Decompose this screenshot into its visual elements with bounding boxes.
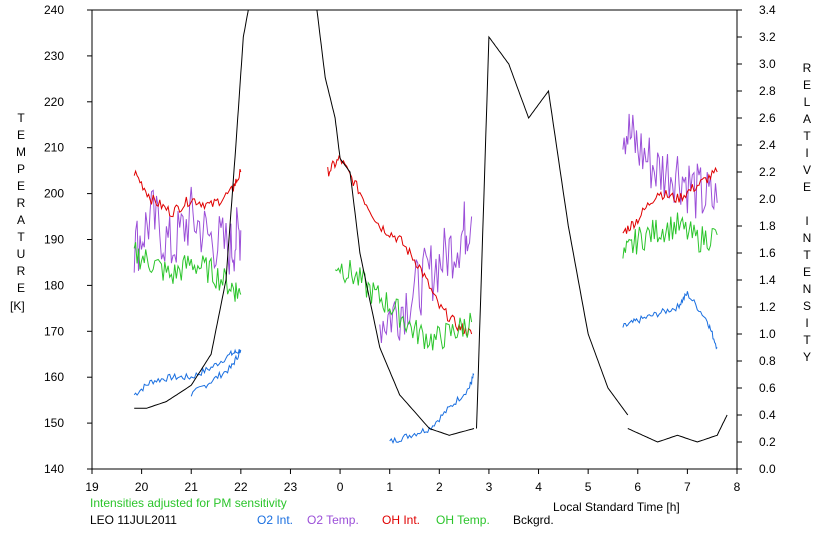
series-line bbox=[476, 35, 629, 429]
y-left-tick-label: 220 bbox=[44, 95, 64, 109]
y-left-tick-label: 160 bbox=[44, 370, 64, 384]
y-right-tick-label: 1.0 bbox=[759, 327, 776, 341]
y-left-tick-label: 240 bbox=[44, 3, 64, 17]
x-tick-label: 5 bbox=[585, 480, 592, 494]
y-left-tick-label: 200 bbox=[44, 187, 64, 201]
y-right-tick-label: 2.2 bbox=[759, 165, 776, 179]
plot-frame bbox=[91, 9, 738, 470]
series-line bbox=[622, 212, 718, 259]
y-left-tick-label: 170 bbox=[44, 324, 64, 338]
series-line bbox=[327, 155, 473, 337]
y-right-tick-label: 0.0 bbox=[759, 462, 776, 476]
series-line bbox=[133, 348, 242, 396]
x-tick-label: 1 bbox=[386, 480, 393, 494]
x-tick-label: 22 bbox=[234, 480, 248, 494]
y-left-tick-label: 150 bbox=[44, 416, 64, 430]
series-line bbox=[622, 113, 718, 219]
y-right-tick-label: 3.2 bbox=[759, 30, 776, 44]
x-tick-label: 0 bbox=[337, 480, 344, 494]
y-right-tick-label: 1.6 bbox=[759, 246, 776, 260]
station-date-label: LEO 11JUL2011 bbox=[90, 513, 177, 527]
legend-item: OH Int. bbox=[382, 513, 421, 527]
y-right-tick-label: 3.0 bbox=[759, 57, 776, 71]
sensitivity-note: Intensities adjusted for PM sensitivity bbox=[90, 496, 287, 510]
x-tick-label: 4 bbox=[535, 480, 542, 494]
y-right-tick-label: 0.6 bbox=[759, 381, 776, 395]
series-line bbox=[133, 242, 242, 302]
x-axis-label: Local Standard Time [h] bbox=[553, 500, 680, 514]
series-line bbox=[316, 10, 475, 436]
legend-item: O2 Temp. bbox=[307, 513, 359, 527]
series-line bbox=[627, 414, 728, 443]
y-right-tick-label: 2.8 bbox=[759, 84, 776, 98]
series-line bbox=[133, 186, 242, 275]
x-tick-label: 8 bbox=[734, 480, 741, 494]
y-left-tick-label: 190 bbox=[44, 233, 64, 247]
legend-item: O2 Int. bbox=[257, 513, 294, 527]
y-right-tick-label: 3.4 bbox=[759, 3, 776, 17]
y-right-tick-label: 0.4 bbox=[759, 408, 776, 422]
y-right-tick-label: 1.2 bbox=[759, 300, 776, 314]
y-right-tick-label: 0.8 bbox=[759, 354, 776, 368]
y-left-tick-label: 230 bbox=[44, 49, 64, 63]
y-right-tick-label: 2.4 bbox=[759, 138, 776, 152]
x-tick-label: 6 bbox=[634, 480, 641, 494]
x-tick-label: 21 bbox=[185, 480, 199, 494]
y-left-axis-unit: [K] bbox=[10, 299, 25, 313]
series-line bbox=[334, 260, 473, 351]
y-right-tick-label: 1.4 bbox=[759, 273, 776, 287]
series-line bbox=[622, 166, 718, 234]
y-left-tick-label: 210 bbox=[44, 141, 64, 155]
y-right-tick-label: 0.2 bbox=[759, 435, 776, 449]
x-tick-label: 23 bbox=[284, 480, 298, 494]
y-right-tick-label: 1.8 bbox=[759, 219, 776, 233]
series-line bbox=[134, 10, 249, 409]
x-tick-label: 7 bbox=[684, 480, 691, 494]
x-tick-label: 20 bbox=[135, 480, 149, 494]
series-line bbox=[389, 372, 475, 445]
y-left-tick-label: 180 bbox=[44, 278, 64, 292]
series-line bbox=[379, 201, 473, 344]
x-tick-label: 3 bbox=[486, 480, 493, 494]
legend-item: OH Temp. bbox=[436, 513, 490, 527]
x-tick-label: 2 bbox=[436, 480, 443, 494]
y-left-tick-label: 140 bbox=[44, 462, 64, 476]
series-line bbox=[190, 349, 241, 397]
y-right-tick-label: 2.0 bbox=[759, 192, 776, 206]
legend-item: Bckgrd. bbox=[513, 513, 554, 527]
x-tick-label: 19 bbox=[85, 480, 99, 494]
y-right-tick-label: 2.6 bbox=[759, 111, 776, 125]
series-line bbox=[133, 168, 242, 218]
series-line bbox=[622, 291, 718, 350]
